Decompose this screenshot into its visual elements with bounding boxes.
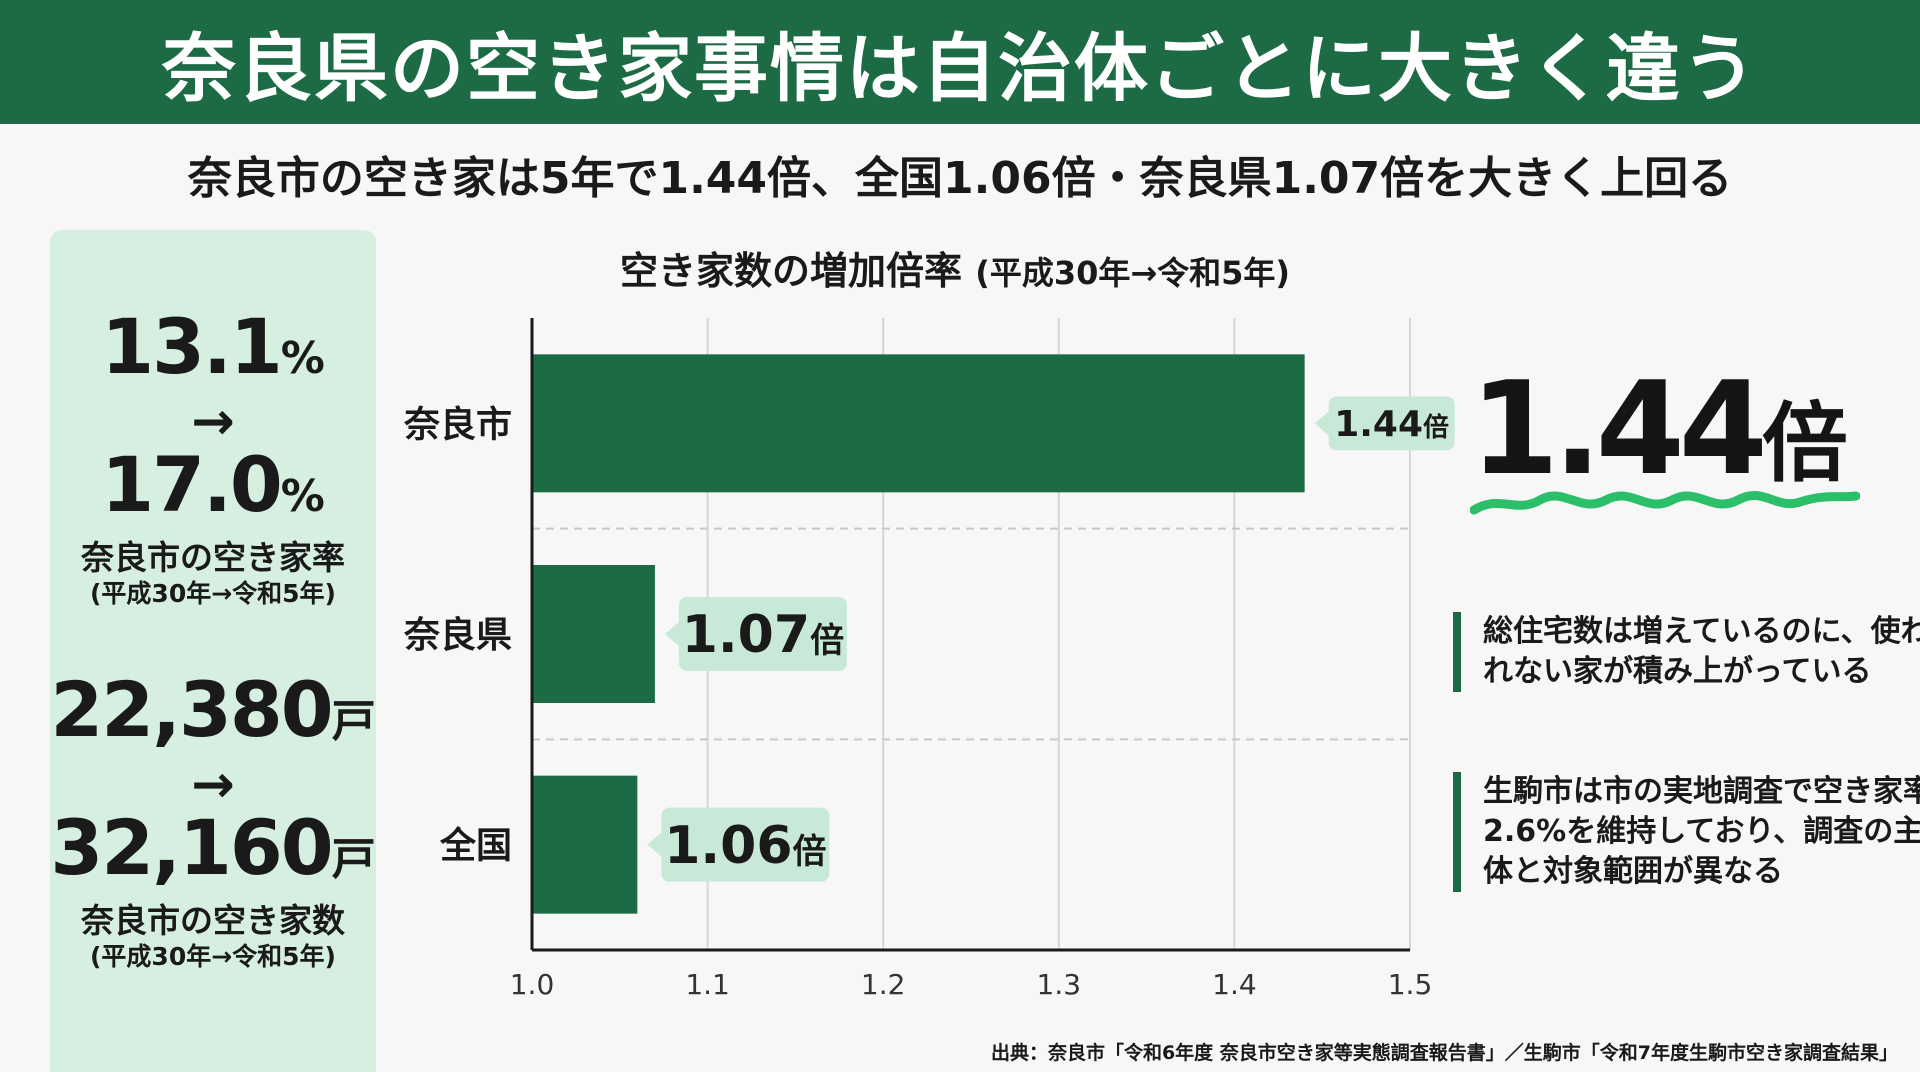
- vacancy-count-to: 32,160戸: [50, 810, 376, 895]
- chart-title-main: 空き家数の増加倍率: [619, 249, 962, 293]
- x-tick-label: 1.1: [685, 968, 730, 1001]
- page-title: 奈良県の空き家事情は自治体ごとに大きく違う: [162, 25, 1758, 112]
- highlight-stat: 1.44倍: [1470, 350, 1860, 520]
- vacancy-count-block: 22,380戸 → 32,160戸 奈良市の空き家数 (平成30年→令和5年): [50, 672, 376, 973]
- vacancy-count-from-value: 22,380: [50, 665, 333, 754]
- highlight-value: 1.44倍: [1470, 360, 1848, 514]
- value-label-box: [1328, 396, 1455, 451]
- x-tick-label: 1.5: [1388, 968, 1433, 1001]
- bar: [532, 354, 1305, 493]
- highlight-number: 1.44: [1470, 355, 1768, 504]
- vacancy-rate-to-value: 17.0: [101, 440, 283, 529]
- vacancy-count-from: 22,380戸: [50, 672, 376, 757]
- vacancy-rate-from-value: 13.1: [101, 302, 283, 391]
- value-label: 1.44倍: [1334, 404, 1449, 445]
- x-tick-label: 1.2: [861, 968, 906, 1001]
- vacancy-rate-label: 奈良市の空き家率: [81, 538, 345, 577]
- vacancy-rate-from-unit: %: [280, 333, 325, 384]
- category-label: 全国: [439, 825, 512, 867]
- x-tick-label: 1.3: [1037, 968, 1082, 1001]
- arrow-right-icon: →: [191, 392, 235, 452]
- highlight-unit: 倍: [1761, 394, 1848, 494]
- vacancy-rate-to: 17.0%: [50, 447, 376, 532]
- value-label: 1.07倍: [682, 605, 844, 665]
- value-label: 1.06倍: [664, 816, 826, 876]
- vacancy-rate-from: 13.1%: [50, 309, 376, 394]
- vacancy-count-from-unit: 戸: [331, 696, 376, 747]
- value-label-box: [661, 807, 830, 882]
- vacancy-count-period: (平成30年→令和5年): [90, 942, 336, 971]
- source-citation: 出典：奈良市「令和6年度 奈良市空き家等実態調査報告書」／生駒市「令和7年度生駒…: [990, 1042, 1898, 1064]
- note-total-housing: 総住宅数は増えているのに、使われない家が積み上がっている: [1453, 612, 1920, 692]
- stats-sidebar: 13.1% → 17.0% 奈良市の空き家率 (平成30年→令和5年) 22,3…: [50, 230, 376, 1072]
- vacancy-rate-to-unit: %: [280, 471, 325, 522]
- vacancy-rate-block: 13.1% → 17.0% 奈良市の空き家率 (平成30年→令和5年): [50, 309, 376, 610]
- chart-title: 空き家数の増加倍率 (平成30年→令和5年): [440, 240, 1470, 295]
- underline-squiggle-icon: [1470, 491, 1860, 515]
- category-label: 奈良県: [403, 615, 512, 656]
- note-ikoma: 生駒市は市の実地調査で空き家率2.6%を維持しており、調査の主体と対象範囲が異な…: [1453, 772, 1920, 892]
- page-subtitle: 奈良市の空き家は5年で1.44倍、全国1.06倍・奈良県1.07倍を大きく上回る: [187, 153, 1733, 204]
- category-label: 奈良市: [403, 404, 512, 445]
- chart-title-period: (平成30年→令和5年): [975, 254, 1291, 292]
- x-tick-label: 1.0: [510, 968, 555, 1001]
- header-banner: 奈良県の空き家事情は自治体ごとに大きく違う: [0, 0, 1920, 124]
- x-tick-label: 1.4: [1212, 968, 1257, 1001]
- value-label-pointer: [1314, 411, 1329, 436]
- vacancy-rate-period: (平成30年→令和5年): [90, 579, 336, 608]
- bar: [532, 775, 638, 914]
- vacancy-count-to-unit: 戸: [331, 834, 376, 885]
- arrow-right-icon: →: [191, 755, 235, 815]
- bar: [532, 565, 655, 703]
- vacancy-count-to-value: 32,160: [50, 803, 333, 892]
- value-label-pointer: [664, 622, 679, 646]
- value-label-pointer: [647, 832, 662, 857]
- vacancy-count-label: 奈良市の空き家数: [81, 901, 345, 940]
- value-label-box: [678, 597, 847, 671]
